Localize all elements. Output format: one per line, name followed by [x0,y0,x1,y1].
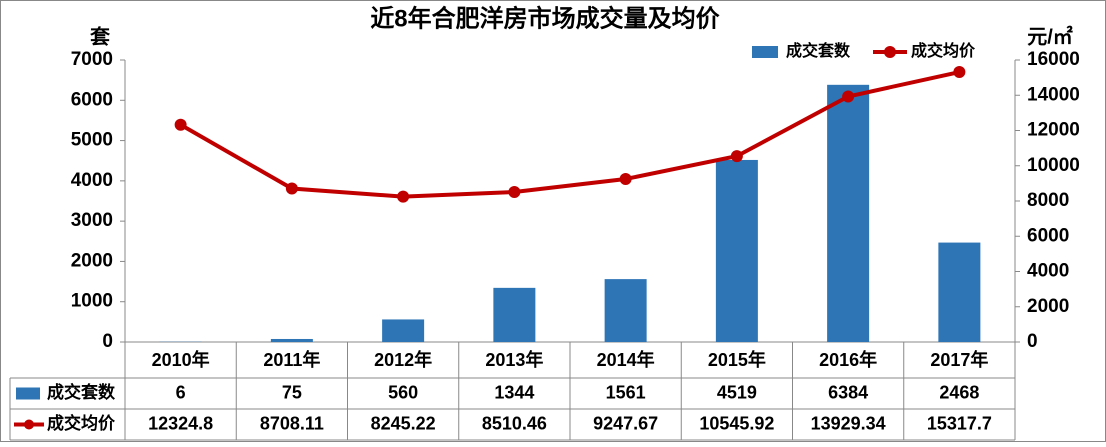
y2-axis-label: 元/㎡ [1027,24,1073,48]
y-tick-label: 4000 [71,170,113,191]
y2-tick-label: 16000 [1027,49,1080,70]
table-cell: 2468 [939,382,979,402]
y-tick-label: 3000 [71,210,113,231]
line-marker [175,119,187,131]
y-axis-label: 套 [90,24,110,48]
bar [716,160,758,342]
chart-title: 近8年合肥洋房市场成交量及均价 [370,4,720,32]
line-marker [286,183,298,195]
line-marker [508,186,520,198]
table-cell: 4519 [717,382,757,402]
table-cell: 9247.67 [593,413,658,433]
bar [605,279,647,342]
x-tick-label: 2015年 [708,349,766,370]
y-tick-label: 6000 [71,89,113,110]
table-cell: 6 [176,382,186,402]
bar [382,319,424,342]
y-tick-label: 7000 [71,49,113,70]
legend-label: 成交均价 [911,41,976,60]
x-tick-label: 2010年 [152,349,210,370]
table-cell: 10545.92 [699,413,774,433]
y2-tick-label: 4000 [1027,261,1069,282]
line-marker [620,173,632,185]
table-cell: 8245.22 [371,413,436,433]
bar [271,339,313,342]
y2-tick-label: 2000 [1027,296,1069,317]
y-tick-label: 2000 [71,250,113,271]
table-cell: 1344 [494,382,534,402]
table-series-name: 成交均价 [47,413,116,433]
y-tick-label: 1000 [71,291,113,312]
y2-tick-label: 6000 [1027,225,1069,246]
table-key [24,420,34,430]
y2-tick-label: 0 [1027,331,1038,352]
table-cell: 15317.7 [927,413,992,433]
y2-tick-label: 12000 [1027,120,1080,141]
bar [938,243,980,342]
y-tick-label: 0 [102,331,113,352]
table-cell: 1561 [606,382,646,402]
legend-key [884,46,896,58]
bar [493,288,535,342]
table-key [16,388,40,400]
legend-key [752,46,778,58]
table-cell: 8510.46 [482,413,547,433]
line-marker [842,90,854,102]
x-tick-label: 2014年 [597,349,655,370]
y2-tick-label: 10000 [1027,155,1080,176]
line-marker [953,66,965,78]
y-tick-label: 5000 [71,130,113,151]
x-tick-label: 2012年 [374,349,432,370]
table-cell: 560 [388,382,418,402]
table-cell: 12324.8 [148,413,213,433]
line-marker [397,191,409,203]
table-series-name: 成交套数 [47,382,116,402]
x-tick-label: 2017年 [930,349,988,370]
x-tick-label: 2011年 [263,349,320,370]
table-cell: 13929.34 [811,413,886,433]
table-cell: 8708.11 [260,413,324,433]
bar [827,85,869,342]
line-marker [731,150,743,162]
table-cell: 6384 [828,382,868,402]
table-cell: 75 [282,382,302,402]
legend-label: 成交套数 [786,41,851,60]
x-tick-label: 2016年 [819,349,877,370]
y2-tick-label: 8000 [1027,190,1069,211]
x-tick-label: 2013年 [485,349,543,370]
y2-tick-label: 14000 [1027,84,1080,105]
